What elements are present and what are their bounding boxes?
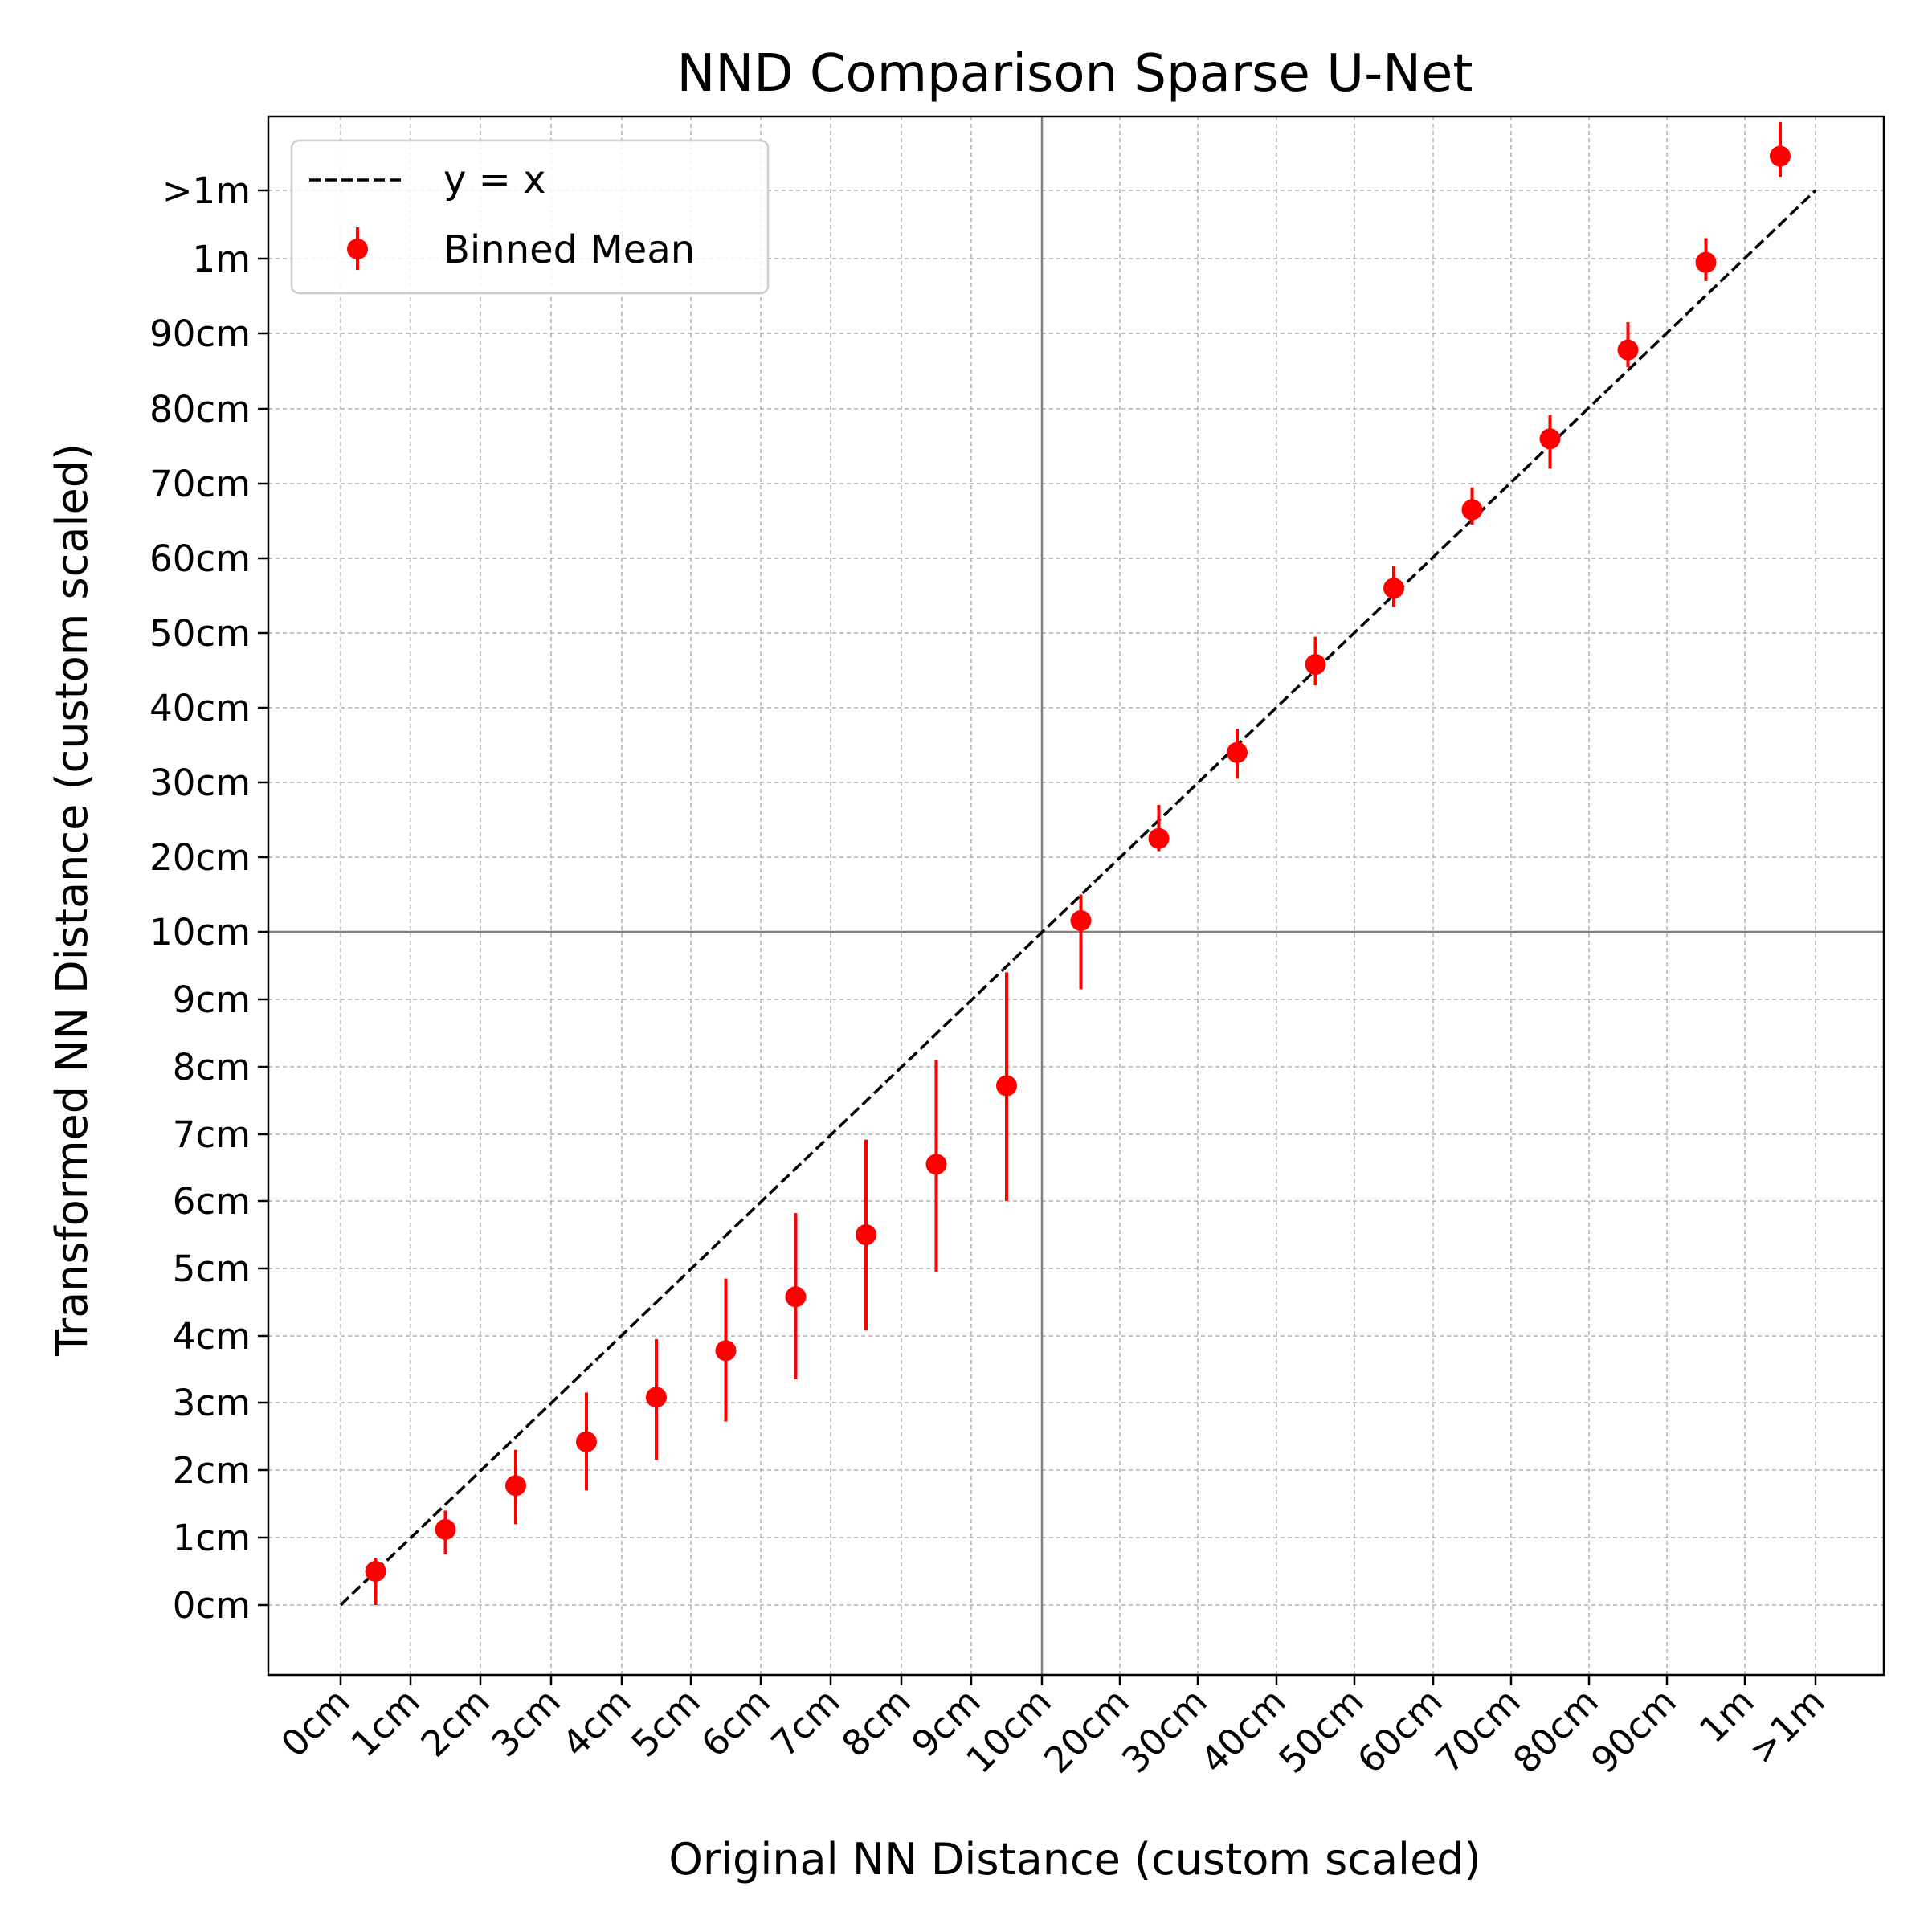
y-tick-label: 90cm (149, 312, 251, 355)
data-point (1148, 827, 1170, 849)
y-tick-label: 30cm (149, 762, 251, 804)
data-point (996, 1075, 1017, 1097)
y-tick-label: 4cm (173, 1315, 251, 1358)
data-point (1770, 145, 1791, 167)
legend-entry-yx: y = x (443, 157, 546, 202)
x-axis-label: Original NN Distance (custom scaled) (668, 1834, 1481, 1885)
data-point (856, 1224, 876, 1245)
data-point (715, 1340, 737, 1362)
data-point (1617, 339, 1639, 361)
y-tick-label: 7cm (173, 1113, 251, 1156)
y-tick-label: 20cm (149, 836, 251, 879)
legend: y = x Binned Mean (290, 139, 770, 295)
y-tick-label: 50cm (149, 612, 251, 655)
data-point (1695, 251, 1717, 273)
y-tick-label: 10cm (149, 911, 251, 954)
y-tick-label: 9cm (173, 978, 251, 1021)
legend-box (290, 139, 770, 295)
chart-title: NND Comparison Sparse U-Net (676, 44, 1473, 104)
data-point (1539, 428, 1561, 450)
legend-point-marker (347, 239, 368, 259)
data-point (1227, 741, 1248, 763)
y-tick-label: 1cm (173, 1517, 251, 1559)
y-tick-label: 8cm (173, 1046, 251, 1089)
y-axis-label: Transformed NN Distance (custom scaled) (47, 443, 97, 1357)
y-tick-label: 2cm (173, 1449, 251, 1492)
legend-entry-binned-mean: Binned Mean (443, 227, 695, 272)
axes-frame (267, 115, 1885, 1677)
series-layer (339, 122, 1817, 1607)
y-tick-label: 1m (193, 238, 251, 280)
data-point (1461, 499, 1483, 521)
reference-lines (268, 116, 1884, 1675)
data-point (925, 1154, 947, 1175)
y-tick-label: 70cm (149, 463, 251, 505)
data-point (435, 1518, 456, 1540)
data-point (365, 1561, 386, 1582)
y-tick-label: 5cm (173, 1248, 251, 1290)
series-line-y-equals-x (339, 189, 1817, 1607)
y-tick-label: 6cm (173, 1180, 251, 1223)
y-tick-label: 40cm (149, 687, 251, 729)
data-point (505, 1475, 526, 1497)
data-point (1305, 654, 1326, 676)
data-point (646, 1387, 667, 1408)
data-point (1383, 578, 1404, 599)
data-point (785, 1286, 807, 1308)
data-point (1070, 910, 1092, 932)
y-tick-label: 3cm (173, 1382, 251, 1424)
y-tick-label: 80cm (149, 388, 251, 431)
data-point (576, 1431, 597, 1452)
y-tick-label: 60cm (149, 537, 251, 580)
y-tick-label: 0cm (173, 1584, 251, 1627)
y-tick-label: >1m (162, 170, 251, 212)
